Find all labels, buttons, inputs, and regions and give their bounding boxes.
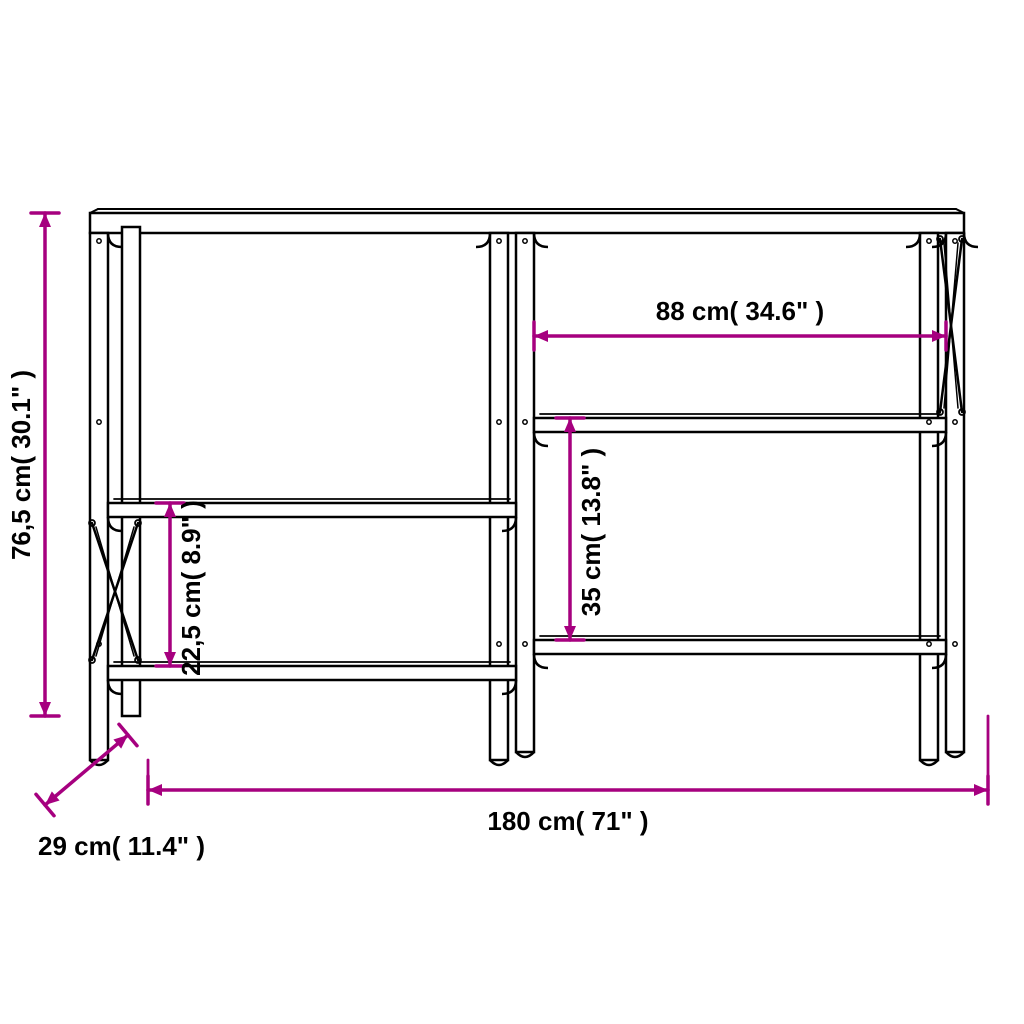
furniture-outline: [89, 209, 978, 765]
dim-label-inner_width: 88 cm( 34.6" ): [656, 296, 824, 326]
dim-label-width: 180 cm( 71" ): [487, 806, 648, 836]
dim-label-gap_high: 35 cm( 13.8" ): [576, 448, 606, 616]
dim-label-height: 76,5 cm( 30.1" ): [6, 370, 36, 560]
dim-label-gap_low: 22,5 cm( 8.9" ): [176, 500, 206, 676]
dim-label-depth: 29 cm( 11.4" ): [38, 831, 205, 861]
dimension-diagram: 76,5 cm( 30.1" ) 29 cm( 11.4" ) 180 cm( 71…: [0, 0, 1024, 1024]
